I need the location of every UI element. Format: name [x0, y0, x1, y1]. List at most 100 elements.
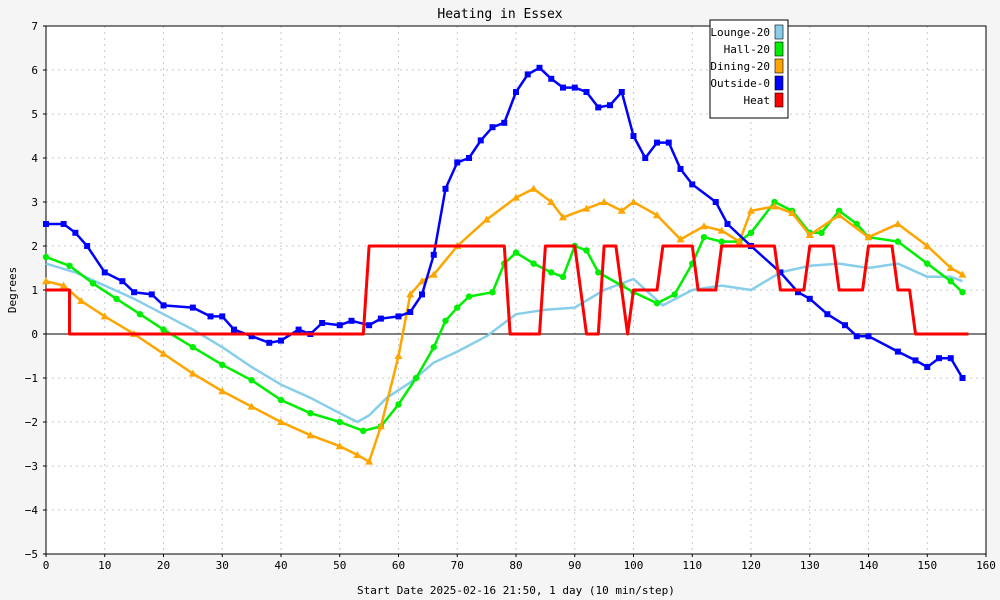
y-tick-label: 5: [31, 108, 38, 121]
data-point: [335, 442, 344, 450]
data-point: [454, 304, 461, 311]
data-point: [559, 213, 567, 221]
data-point: [770, 202, 779, 210]
data-point: [677, 166, 684, 172]
data-point: [419, 291, 425, 298]
data-point: [671, 291, 678, 298]
data-point: [189, 344, 197, 351]
data-point: [430, 344, 437, 351]
data-point: [353, 451, 362, 458]
data-point: [689, 181, 696, 188]
data-point: [894, 238, 902, 245]
data-point: [248, 377, 255, 384]
data-point: [724, 221, 731, 227]
data-point: [131, 289, 138, 296]
data-point: [894, 348, 901, 355]
data-point: [582, 204, 591, 212]
data-point: [430, 251, 437, 258]
data-point: [536, 64, 543, 71]
data-point: [777, 269, 784, 276]
x-tick-label: 100: [624, 559, 644, 572]
series-group: [42, 64, 969, 465]
x-tick-label: 20: [157, 559, 170, 572]
y-tick-label: −2: [25, 416, 38, 429]
data-point: [395, 313, 402, 320]
data-point: [513, 89, 519, 95]
series-lounge-20: [45, 262, 963, 424]
data-point: [307, 410, 314, 417]
data-point: [617, 206, 626, 214]
y-tick-label: −5: [25, 548, 38, 561]
data-point: [530, 260, 537, 267]
data-point: [319, 320, 326, 326]
data-point: [936, 355, 942, 362]
data-point: [295, 326, 302, 333]
data-point: [571, 84, 578, 91]
data-point: [429, 270, 438, 278]
data-point: [559, 273, 567, 280]
y-tick-label: 4: [31, 152, 38, 165]
data-point: [136, 311, 144, 318]
data-point: [958, 270, 967, 278]
x-tick-label: 160: [976, 559, 996, 572]
data-point: [42, 253, 50, 261]
data-point: [348, 317, 355, 324]
data-point: [818, 229, 825, 236]
data-point: [454, 159, 461, 166]
data-point: [548, 269, 555, 276]
data-point: [84, 243, 91, 249]
legend-label: Heat: [744, 94, 771, 107]
data-point: [947, 278, 954, 285]
y-tick-label: −1: [25, 372, 38, 385]
data-point: [89, 280, 97, 287]
legend-swatch: [774, 24, 784, 40]
data-point: [148, 291, 155, 298]
data-point: [489, 289, 496, 296]
data-point: [465, 293, 473, 300]
y-tick-label: 2: [31, 240, 38, 253]
data-point: [654, 139, 660, 146]
data-point: [795, 289, 801, 296]
data-point: [189, 304, 196, 311]
data-point: [188, 369, 197, 377]
data-point: [160, 302, 167, 309]
data-point: [718, 238, 725, 245]
data-point: [377, 315, 384, 322]
series-heat: [46, 244, 969, 336]
x-tick-label: 60: [392, 559, 405, 572]
data-point: [160, 326, 167, 333]
data-point: [547, 198, 556, 205]
data-point: [771, 198, 778, 206]
data-point: [583, 89, 590, 95]
y-tick-label: 6: [31, 64, 38, 77]
data-point: [336, 322, 343, 329]
data-point: [231, 326, 237, 333]
y-tick-label: −4: [25, 504, 39, 517]
data-point: [595, 104, 602, 111]
data-point: [607, 102, 613, 109]
y-tick-label: 0: [31, 328, 38, 341]
data-point: [277, 418, 285, 425]
data-point: [653, 211, 661, 219]
data-point: [278, 337, 284, 344]
data-point: [959, 289, 966, 296]
legend-swatch: [774, 58, 784, 74]
data-point: [629, 198, 638, 205]
x-tick-label: 130: [800, 559, 820, 572]
data-point: [595, 269, 602, 276]
data-point: [72, 229, 79, 236]
data-point: [653, 300, 661, 307]
data-point: [406, 290, 415, 298]
data-point: [395, 401, 402, 408]
data-point: [946, 264, 955, 271]
data-point: [219, 313, 226, 320]
legend-swatch: [774, 41, 784, 57]
x-tick-label: 70: [451, 559, 464, 572]
data-point: [788, 209, 797, 216]
data-point: [700, 234, 708, 241]
data-point: [266, 339, 273, 346]
data-point: [676, 235, 685, 243]
data-point: [366, 322, 373, 329]
data-point: [583, 247, 590, 254]
